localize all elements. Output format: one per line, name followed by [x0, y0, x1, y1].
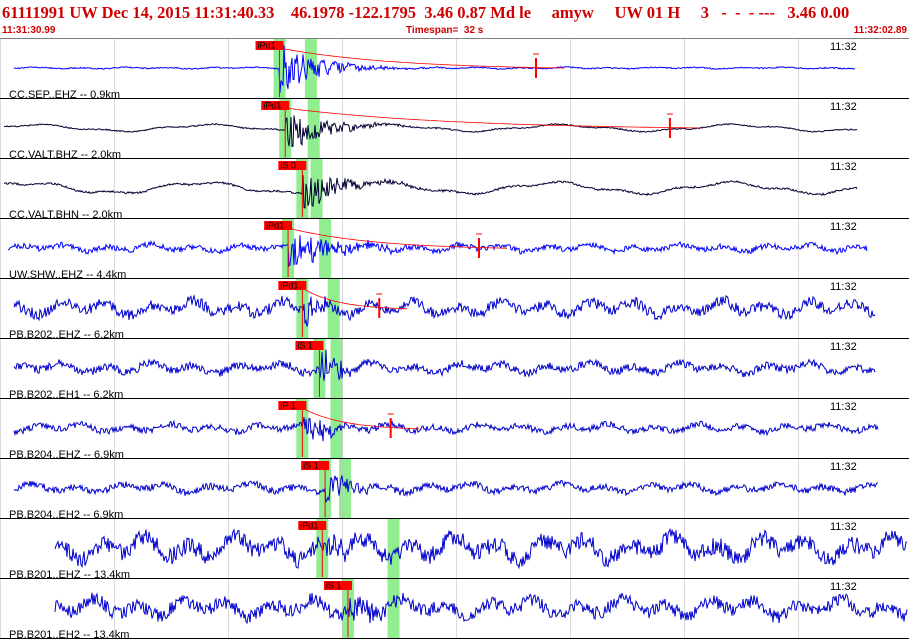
phase-pick-box	[278, 401, 307, 410]
waveform-trace	[7, 235, 868, 268]
time-tick-label: 11:32	[830, 581, 857, 593]
channel-panel: iPd1 PB.B201..EHZ -- 13.4km 11:32	[0, 519, 909, 581]
channel-panel: iP 1 PB.B204..EHZ -- 6.9km 11:32	[0, 399, 909, 461]
time-tick-label: 11:32	[830, 161, 857, 173]
channel-panel: iPd1 CC.SEP..EHZ -- 0.9km 11:32	[0, 39, 909, 101]
pick-window	[339, 459, 352, 519]
event-header: 61111991 UW Dec 14, 2015 11:31:40.33 46.…	[2, 3, 850, 22]
channel-label: PB.B202..EHZ -- 6.2km	[9, 329, 124, 341]
start-time: 11:31:30.99	[2, 25, 56, 36]
phase-pick-label: iP 1	[280, 401, 295, 411]
time-tick-label: 11:32	[830, 401, 857, 413]
channel-label: UW.SHW..EHZ -- 4.4km	[9, 269, 126, 281]
phase-pick-label: iS 1	[326, 581, 342, 591]
time-tick-label: 11:32	[830, 101, 857, 113]
amplitude-marker	[534, 58, 537, 78]
waveform-trace	[13, 475, 878, 504]
channel-label: PB.B204..EHZ -- 6.9km	[9, 449, 124, 461]
channel-panel: iS 1 PB.B202..EH1 -- 6.2km 11:32	[0, 339, 909, 401]
time-tick-label: 11:32	[830, 41, 857, 53]
waveform-trace	[54, 592, 908, 625]
end-time: 11:32:02.89	[853, 25, 907, 36]
phase-pick-label: iS 0	[280, 161, 296, 171]
phase-pick-box	[295, 341, 324, 350]
phase-pick-label: iS 1	[303, 461, 319, 471]
header-divider	[0, 38, 909, 39]
waveform-trace	[13, 349, 876, 381]
phase-pick-box	[298, 521, 327, 530]
pick-window	[307, 99, 320, 159]
amplitude-marker	[668, 118, 671, 138]
channel-label: CC.VALT.BHZ -- 2.0km	[9, 149, 121, 161]
channel-panel: iS 0 CC.VALT.BHN -- 2.0km 11:32	[0, 159, 909, 221]
waveform-trace	[3, 115, 858, 148]
seismogram-panel[interactable]: iPd1 CC.SEP..EHZ -- 0.9km 11:32 iPd1 CC.VALT…	[0, 39, 909, 640]
waveform-trace	[13, 45, 856, 93]
channel-panel: iPd1 UW.SHW..EHZ -- 4.4km 11:32	[0, 219, 909, 281]
phase-pick-box	[278, 281, 307, 290]
phase-pick-label: iPd1	[300, 521, 318, 531]
phase-pick-label: iPd1	[266, 221, 284, 231]
phase-pick-box	[278, 161, 307, 170]
channel-label: PB.B204..EH2 -- 6.9km	[9, 509, 123, 521]
pick-window	[327, 279, 340, 339]
amplitude-marker	[378, 298, 381, 318]
coda-curve	[288, 227, 508, 249]
timespan-label: Timespan= 32 s	[406, 25, 484, 36]
pick-window	[330, 339, 343, 399]
coda-curve	[302, 287, 408, 310]
waveform-trace	[3, 174, 858, 209]
phase-pick-box	[323, 581, 352, 590]
pick-window	[387, 579, 400, 639]
time-tick-label: 11:32	[830, 461, 857, 473]
phase-pick-label: iPd1	[263, 101, 281, 111]
channel-panel: iPd1 CC.VALT.BHZ -- 2.0km 11:32	[0, 99, 909, 161]
channel-panel: iS 1 PB.B204..EH2 -- 6.9km 11:32	[0, 459, 909, 521]
channel-label: CC.VALT.BHN -- 2.0km	[9, 209, 122, 221]
waveform-trace	[13, 417, 879, 442]
pick-window	[310, 159, 323, 219]
waveform-trace	[54, 527, 908, 570]
phase-pick-label: iS 1	[297, 341, 313, 351]
phase-pick-box	[264, 221, 293, 230]
phase-pick-label: iPd1	[258, 41, 276, 51]
phase-pick-box	[255, 41, 284, 50]
amplitude-marker	[389, 418, 392, 438]
pick-window	[319, 219, 332, 279]
channel-panel: iPd1 PB.B202..EHZ -- 6.2km 11:32	[0, 279, 909, 341]
channel-label: CC.SEP..EHZ -- 0.9km	[9, 89, 120, 101]
time-tick-label: 11:32	[830, 221, 857, 233]
channel-label: PB.B201..EHZ -- 13.4km	[9, 569, 130, 581]
channel-panel: iS 1 PB.B201..EH2 -- 13.4km 11:32	[0, 579, 909, 640]
coda-curve	[302, 407, 420, 430]
phase-pick-box	[261, 101, 290, 110]
phase-pick-box	[301, 461, 330, 470]
coda-curve	[279, 47, 565, 69]
time-tick-label: 11:32	[830, 281, 857, 293]
coda-curve	[285, 107, 700, 129]
channel-label: PB.B202..EH1 -- 6.2km	[9, 389, 123, 401]
time-tick-label: 11:32	[830, 341, 857, 353]
channel-label: PB.B201..EH2 -- 13.4km	[9, 629, 129, 640]
waveform-trace	[13, 294, 876, 327]
time-tick-label: 11:32	[830, 521, 857, 533]
phase-pick-label: iPd1	[280, 281, 298, 291]
amplitude-marker	[478, 238, 481, 258]
